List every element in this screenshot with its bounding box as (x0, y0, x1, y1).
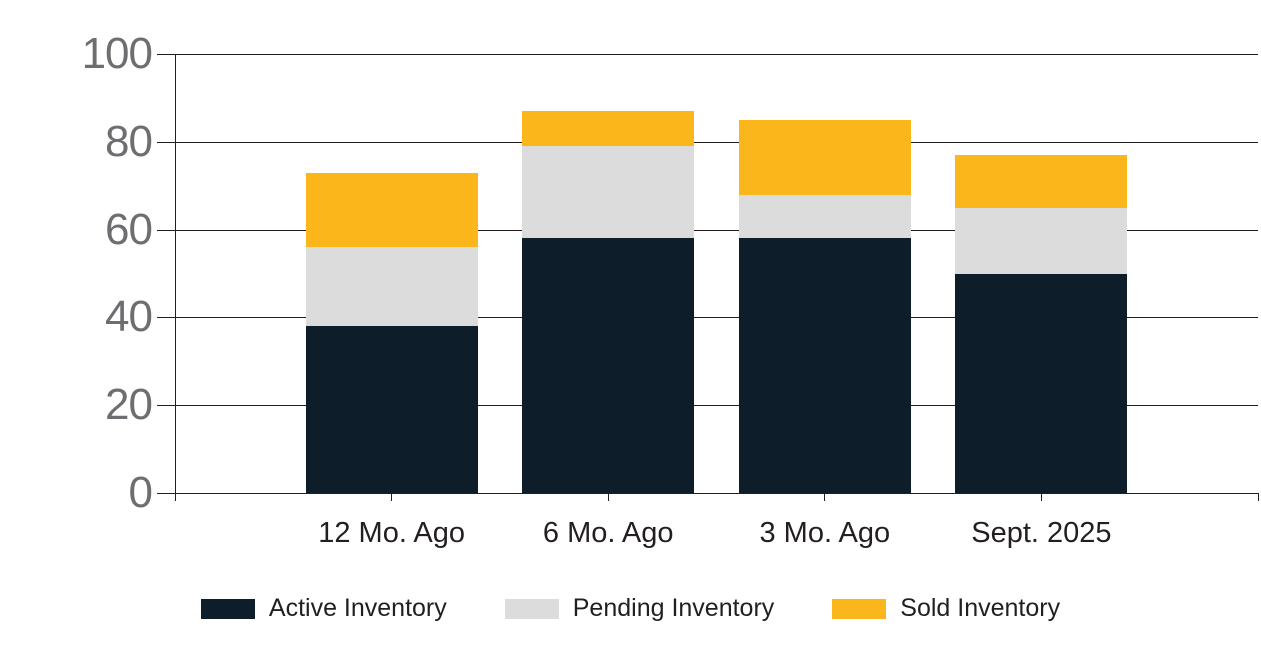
bar-segment-pending-inventory (522, 146, 695, 239)
bar-segment-sold-inventory (305, 172, 478, 248)
bar-6-mo-ago (522, 111, 695, 493)
bar-segment-pending-inventory (955, 207, 1128, 274)
gridline-60 (157, 229, 1258, 231)
x-category-label: Sept. 2025 (971, 517, 1112, 549)
gridline-20 (157, 405, 1258, 407)
y-tick-label: 100 (81, 29, 153, 78)
gridline-40 (157, 317, 1258, 319)
gridline-100 (157, 54, 1258, 55)
x-axis-tick (391, 493, 393, 501)
legend-swatch-icon (832, 598, 887, 619)
bar-segment-active-inventory (738, 238, 911, 493)
legend: Active Inventory Pending Inventory Sold In… (0, 594, 1261, 623)
x-category-label: 6 Mo. Ago (542, 517, 674, 549)
bar-segment-sold-inventory (738, 119, 911, 195)
legend-swatch-icon (200, 598, 255, 619)
bar-12-mo-ago (305, 172, 478, 493)
plot-area (157, 54, 1259, 501)
x-category-label: 12 Mo. Ago (318, 517, 465, 549)
bar-segment-pending-inventory (738, 194, 911, 239)
y-tick-label: 60 (105, 204, 153, 254)
y-tick-label: 0 (128, 468, 153, 517)
y-tick-label: 40 (105, 292, 153, 342)
y-tick-label: 20 (105, 380, 153, 430)
x-axis-tick (1040, 493, 1042, 501)
gridline-80 (157, 141, 1258, 143)
legend-label: Pending Inventory (572, 594, 775, 622)
legend-item-active-inventory: Active Inventory (200, 594, 447, 623)
x-axis-tick-end (1257, 493, 1259, 501)
y-tick-label: 80 (105, 116, 153, 166)
y-axis-labels: 0 20 40 60 80 100 (40, 30, 153, 517)
legend-label: Sold Inventory (900, 594, 1061, 622)
x-axis-labels: 12 Mo. Ago 6 Mo. Ago 3 Mo. Ago Sept. 2025 (175, 517, 1258, 557)
bar-segment-sold-inventory (522, 111, 695, 147)
bar-segment-sold-inventory (955, 154, 1128, 208)
legend-label: Active Inventory (268, 594, 447, 622)
bar-segment-active-inventory (522, 238, 695, 493)
bar-sept-2025 (955, 154, 1128, 493)
bar-3-mo-ago (738, 119, 911, 493)
legend-item-sold-inventory: Sold Inventory (832, 594, 1060, 623)
x-category-label: 3 Mo. Ago (759, 517, 891, 549)
bar-segment-active-inventory (305, 326, 478, 493)
legend-item-pending-inventory: Pending Inventory (504, 594, 775, 623)
x-axis-tick (607, 493, 609, 501)
x-axis-tick (824, 493, 826, 501)
legend-swatch-icon (504, 598, 559, 619)
y-axis-line (175, 54, 176, 501)
bar-segment-active-inventory (955, 273, 1128, 493)
gridline-0 (157, 493, 1258, 494)
bar-segment-pending-inventory (305, 247, 478, 327)
